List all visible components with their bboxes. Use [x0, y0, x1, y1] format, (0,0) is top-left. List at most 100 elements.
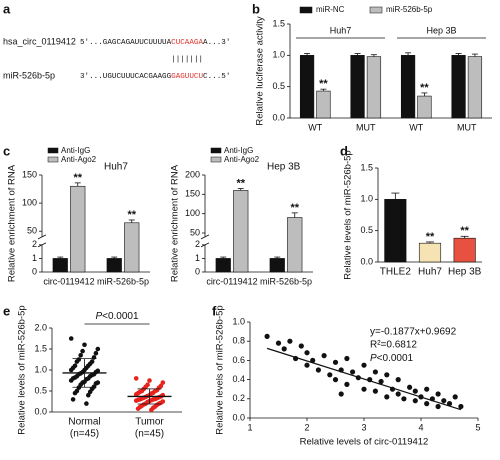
bar — [451, 55, 466, 119]
significance: ** — [236, 177, 245, 189]
legend-swatch — [210, 156, 222, 163]
point — [435, 391, 441, 397]
y-axis-label: Relative levels of miR-526b-5p — [215, 305, 226, 434]
point — [401, 396, 407, 402]
y-tick-label: 0.6 — [232, 355, 245, 365]
point — [407, 384, 413, 390]
bar — [417, 95, 432, 119]
y-tick-label: 1.0 — [360, 194, 373, 204]
dot — [160, 380, 166, 385]
x-tick-label: 3 — [361, 422, 366, 432]
p-text: <0.0001 — [102, 311, 139, 322]
point — [281, 346, 287, 352]
y-axis-label: Relative luciferase activity — [255, 16, 266, 126]
bar — [269, 258, 285, 273]
panel-label: d — [340, 143, 348, 158]
point — [384, 372, 390, 378]
sequence-name: miR-526b-5p — [3, 70, 55, 80]
dot — [147, 378, 152, 383]
point — [412, 388, 418, 394]
dot — [76, 385, 82, 390]
sequence-part: C...5' — [203, 73, 230, 81]
y-tick-label: 0.8 — [232, 336, 245, 346]
x-tick-label: Hep 3B — [448, 267, 482, 278]
legend-label: miR-NC — [316, 5, 345, 14]
bar — [316, 90, 331, 119]
dot — [133, 376, 139, 381]
fit-line — [266, 347, 462, 411]
dot — [82, 342, 87, 348]
p-text: <0.0001 — [377, 353, 414, 364]
bar — [215, 258, 231, 273]
significance: ** — [420, 82, 429, 94]
y-tick-label: 150 — [185, 189, 200, 199]
x-tick-label: miR-526b-5p — [260, 276, 312, 286]
y-tick-label: 0 — [32, 266, 37, 276]
point — [384, 394, 390, 400]
y-tick-label: 0.5 — [34, 385, 47, 395]
legend-swatch — [299, 6, 313, 14]
point — [332, 359, 339, 365]
subtitle: Huh7 — [104, 162, 128, 173]
significance: ** — [460, 225, 469, 237]
point — [435, 403, 441, 410]
y-tick-label: 1 — [32, 253, 37, 263]
y-tick-label: 50 — [27, 226, 37, 236]
point — [395, 377, 401, 383]
point — [287, 338, 293, 344]
point — [310, 357, 316, 363]
dot — [72, 390, 78, 396]
point — [344, 381, 350, 387]
legend-swatch — [47, 147, 59, 154]
panel-label: c — [3, 143, 10, 158]
x-tick-label: MUT — [457, 122, 477, 132]
y-axis-label: Relative levels of miR-526b-5p — [17, 305, 28, 434]
point — [298, 343, 304, 349]
point — [344, 355, 350, 362]
bar — [299, 55, 315, 119]
point — [424, 386, 430, 392]
y-tick-label: 50 — [190, 227, 200, 237]
significance: ** — [127, 209, 136, 221]
x-tick-label: Huh7 — [418, 267, 442, 278]
x-tick-label: 5 — [475, 422, 480, 432]
x-tick-label: circ-0119412 — [206, 276, 257, 286]
sequence-part: CUCAAGA — [171, 39, 203, 47]
y-tick-label: 0.0 — [272, 112, 285, 122]
axis-break — [37, 234, 47, 240]
point — [315, 367, 321, 373]
legend-label: Anti-IgG — [61, 146, 90, 155]
point — [264, 333, 270, 339]
y-tick-label: 1.5 — [34, 343, 47, 353]
panel-label: a — [3, 1, 11, 16]
r-squared: R²=0.6812 — [370, 340, 417, 351]
x-tick-label: 1 — [247, 422, 252, 432]
legend-label: miR-526b-5p — [386, 5, 433, 14]
bar — [233, 190, 249, 273]
x-tick-label: 2 — [304, 422, 309, 432]
dot — [74, 359, 80, 364]
point — [304, 350, 310, 356]
y-tick-label: 2 — [32, 239, 37, 249]
dot — [135, 406, 141, 411]
x-axis-label: Relative levels of circ-0119412 — [300, 437, 429, 448]
bar — [287, 217, 303, 273]
sequence-part: 5'...GAGCAGAUUCUUUUA — [80, 39, 172, 47]
y-tick-label: 0.5 — [360, 225, 373, 235]
point — [372, 388, 378, 394]
legend-label: Anti-IgG — [224, 146, 253, 155]
point — [338, 391, 344, 397]
y-tick-label: 0 — [195, 266, 200, 276]
y-tick-label: 0.0 — [232, 412, 245, 422]
point — [350, 369, 356, 375]
point — [441, 398, 447, 404]
subtitle: Hep 3B — [267, 162, 301, 173]
p-value: P<0.0001 — [95, 311, 139, 322]
dot — [93, 350, 99, 356]
dot — [133, 398, 139, 403]
y-axis-label: Relative levels of miR-526b-5p — [343, 150, 354, 279]
y-tick-label: 150 — [22, 169, 37, 179]
x-tick-label: circ-0119412 — [43, 276, 94, 286]
legend-label: Anti-Ago2 — [61, 155, 97, 164]
y-tick-label: 2 — [195, 239, 200, 249]
